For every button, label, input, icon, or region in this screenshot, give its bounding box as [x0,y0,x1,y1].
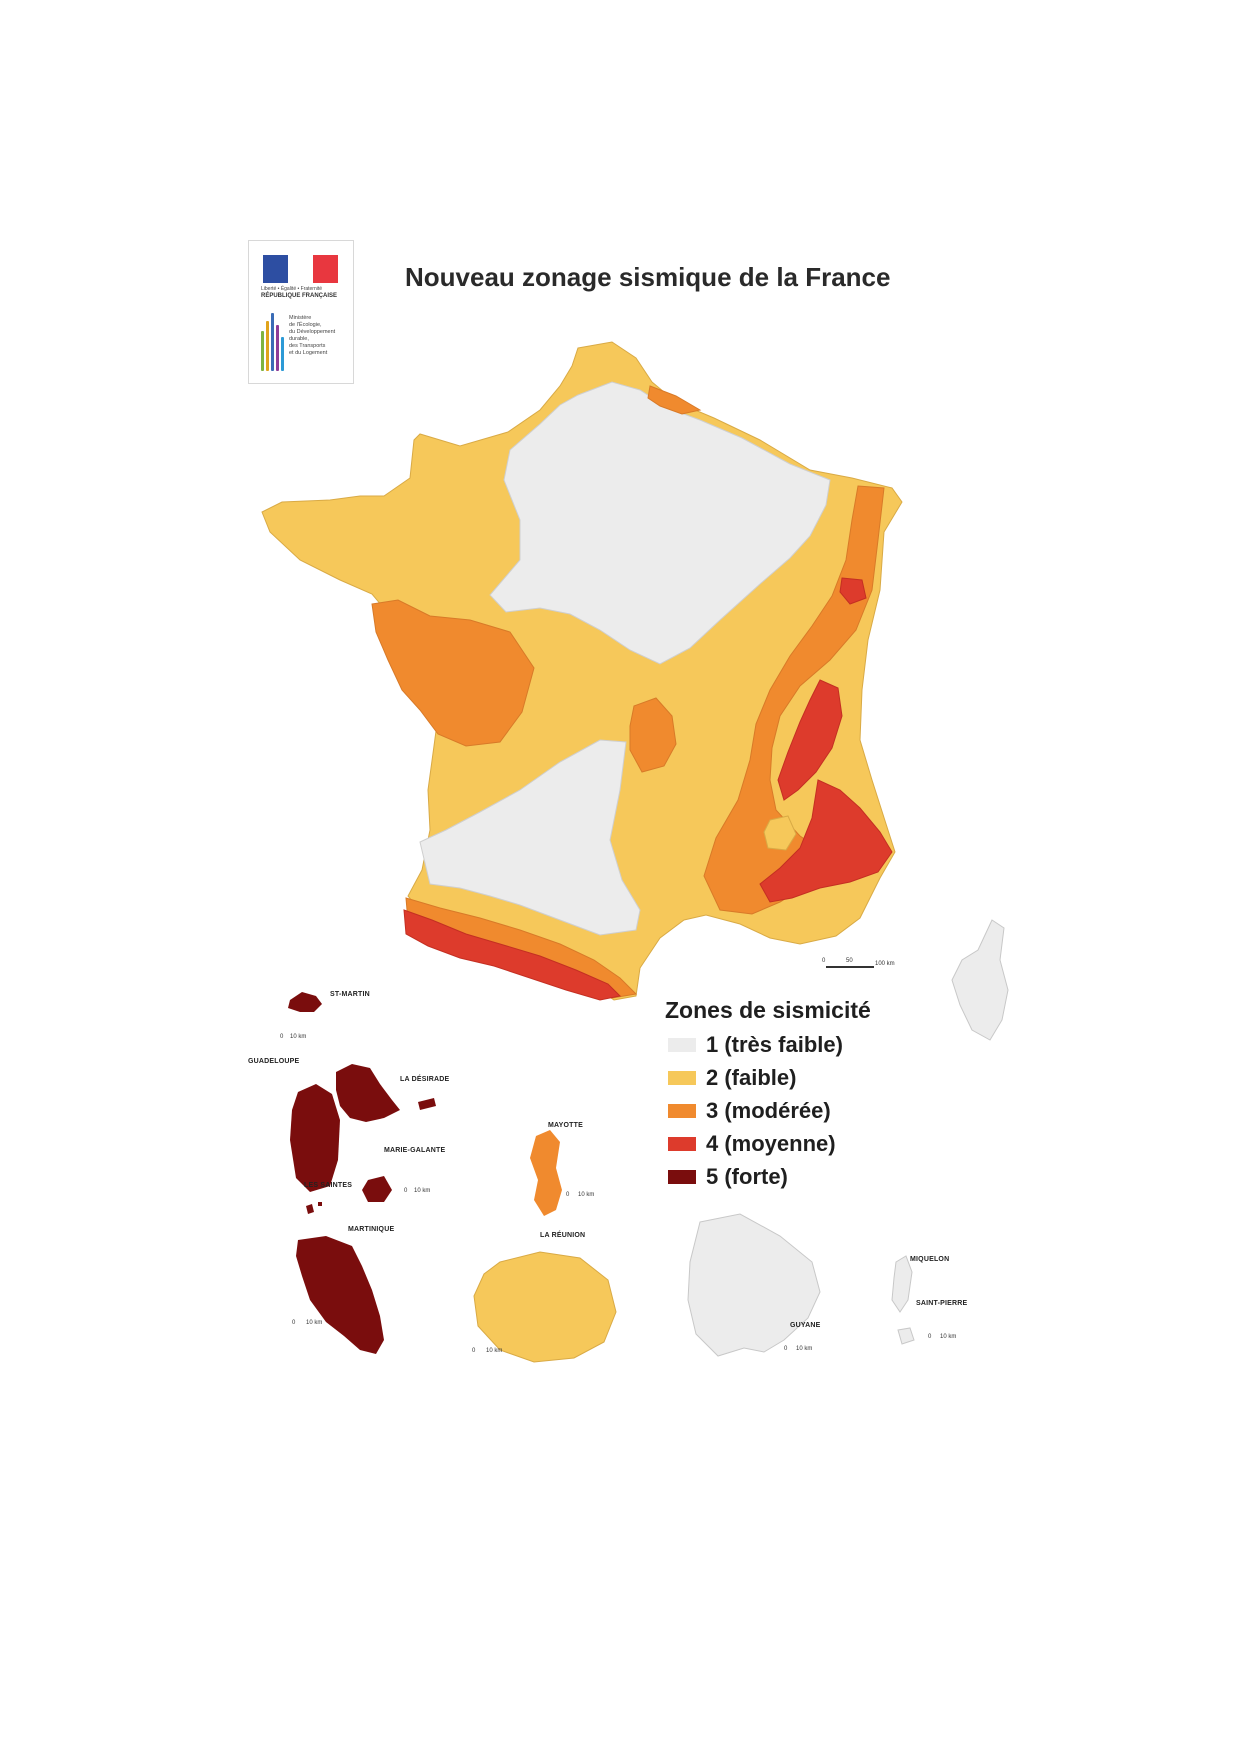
scale-mayotte-0: 0 [566,1192,570,1198]
label-marie-galante: MARIE-GALANTE [384,1147,446,1154]
legend-item-zone-5: 5 (forte) [668,1160,871,1193]
scale-metropole-0: 0 [822,958,826,964]
st-martin-shape [288,992,322,1012]
scale-st-martin-0: 0 [280,1034,284,1040]
scale-mayotte-10: 10 km [578,1192,595,1198]
french-flag-icon [263,255,339,283]
legend-title: Zones de sismicité [665,997,871,1023]
saint-pierre-shape [897,1327,915,1345]
map-title: Nouveau zonage sismique de la France [405,262,891,292]
marie-galante-shape [362,1176,392,1202]
legend-item-zone-4: 4 (moyenne) [668,1127,871,1160]
scale-guyane-10: 10 km [796,1346,813,1352]
label-st-martin: ST-MARTIN [330,991,370,998]
ministry-bars-icon [261,311,287,371]
zone-4-basel [839,577,867,605]
legend-swatch [668,1169,696,1184]
legend-item-zone-1: 1 (très faible) [668,1028,871,1061]
miquelon-shape [891,1255,913,1313]
corsica-zone-1 [951,919,1009,1041]
zone-3-east [703,485,885,915]
zone-1-north [489,381,831,665]
label-saint-pierre: SAINT-PIERRE [916,1300,968,1307]
logo-motto: Liberté • Égalité • Fraternité [261,286,323,292]
legend-swatch [668,1136,696,1151]
legend-label: 5 (forte) [706,1163,788,1189]
scale-guyane-0: 0 [784,1346,788,1352]
scale-st-martin-10: 10 km [290,1034,307,1040]
metropole-scale-bar [826,966,874,968]
zone-4-pyrenees [403,909,622,1001]
legend-label: 1 (très faible) [706,1031,843,1057]
scale-metropole-100: 100 km [875,961,895,967]
label-guyane: GUYANE [790,1322,821,1329]
legend-swatch [668,1070,696,1085]
zone-3-north [647,385,702,415]
zone-4-south-alps [759,779,893,903]
scale-spm-0: 0 [928,1334,932,1340]
scale-reunion-0: 0 [472,1348,476,1354]
legend-item-zone-3: 3 (modérée) [668,1094,871,1127]
scale-reunion-10: 10 km [486,1348,503,1354]
guyane-shape [687,1213,821,1357]
label-martinique: MARTINIQUE [348,1226,395,1233]
martinique-shape [296,1236,384,1354]
ministry-logo: Liberté • Égalité • Fraternité RÉPUBLIQU… [248,240,354,384]
reunion-shape [473,1251,617,1363]
guadeloupe-grande-terre [336,1064,400,1122]
scale-metropole-50: 50 [846,958,853,964]
legend-swatch [668,1103,696,1118]
legend-label: 2 (faible) [706,1064,797,1090]
zone-3-limagne [629,697,677,773]
scale-spm-10: 10 km [940,1334,957,1340]
label-mayotte: MAYOTTE [548,1122,583,1129]
mayotte-shape [530,1130,562,1216]
legend-label: 3 (modérée) [706,1097,831,1123]
label-miquelon: MIQUELON [910,1256,950,1263]
les-saintes-shape [306,1202,322,1214]
ministry-name: Ministère de l'Écologie, du Développemen… [289,315,336,356]
zone-4-alps [777,679,843,801]
guadeloupe-basse-terre [290,1084,340,1192]
la-desirade-shape [418,1098,436,1110]
scale-guadeloupe-0: 0 [404,1188,408,1194]
legend: Zones de sismicité 1 (très faible) 2 (fa… [665,997,871,1193]
label-la-reunion: LA RÉUNION [540,1232,586,1239]
scale-guadeloupe-10: 10 km [414,1188,431,1194]
zone-3-poitou [371,599,535,747]
legend-label: 4 (moyenne) [706,1130,836,1156]
zone-1-southwest [419,739,641,936]
legend-swatch [668,1037,696,1052]
label-guadeloupe: GUADELOUPE [248,1058,300,1065]
label-la-desirade: LA DÉSIRADE [400,1076,450,1083]
scale-martinique-0: 0 [292,1320,296,1326]
label-les-saintes: LES SAINTES [304,1182,353,1189]
scale-martinique-10: 10 km [306,1320,323,1326]
legend-item-zone-2: 2 (faible) [668,1061,871,1094]
logo-republic: RÉPUBLIQUE FRANÇAISE [261,293,338,299]
zone-2-provence-spot [763,815,797,851]
